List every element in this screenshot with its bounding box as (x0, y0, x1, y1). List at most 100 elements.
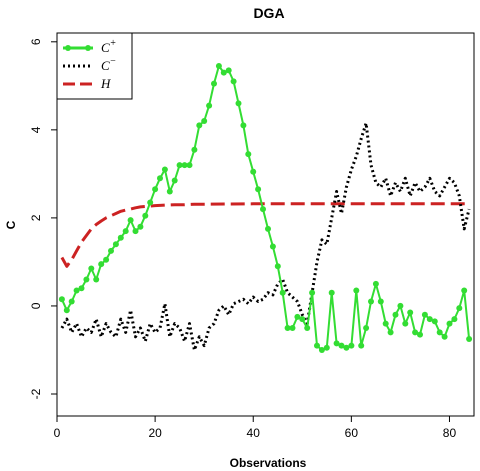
data-point (387, 329, 394, 336)
data-point (299, 316, 306, 323)
data-point (426, 316, 433, 323)
data-point (147, 199, 154, 206)
data-point (176, 162, 183, 169)
legend-box (56, 32, 133, 100)
y-tick-label: 0 (29, 302, 43, 309)
x-tick-label: 0 (54, 426, 61, 440)
data-point (289, 325, 296, 331)
data-point (88, 265, 95, 272)
data-point (108, 247, 114, 254)
data-point (407, 309, 414, 316)
data-point (304, 325, 311, 331)
data-point (112, 241, 119, 248)
data-point (166, 188, 173, 195)
data-point (343, 344, 350, 351)
data-point (83, 276, 90, 283)
plot-frame (56, 32, 475, 417)
data-point (211, 80, 217, 87)
data-point (98, 261, 105, 268)
series-layer (58, 63, 473, 353)
data-point (372, 280, 379, 287)
data-point (294, 313, 301, 320)
x-tick-label: 40 (247, 426, 261, 440)
y-tick-label: 4 (29, 126, 43, 133)
data-point (152, 186, 159, 193)
data-point (117, 234, 124, 241)
data-point (279, 289, 286, 296)
data-point (363, 325, 370, 331)
data-point (348, 342, 355, 349)
data-point (103, 256, 110, 263)
data-point (58, 296, 65, 303)
data-point (318, 347, 325, 353)
data-point (220, 69, 227, 76)
data-point (260, 206, 266, 213)
legend-marker (65, 45, 71, 51)
data-point (137, 223, 144, 230)
data-point (456, 305, 463, 312)
data-point (201, 118, 208, 124)
data-point (127, 217, 134, 224)
data-point (171, 177, 178, 184)
data-point (240, 122, 247, 129)
data-point (225, 67, 232, 74)
data-point (412, 329, 419, 336)
data-point (73, 287, 80, 294)
data-point (230, 78, 237, 85)
data-point (255, 186, 262, 193)
data-point (353, 287, 360, 294)
data-point (421, 311, 428, 318)
x-axis: 0 20 40 60 80 (54, 416, 457, 440)
x-tick-label: 60 (345, 426, 359, 440)
data-point (441, 333, 448, 340)
data-point (206, 102, 213, 109)
data-point (309, 289, 316, 296)
data-point (466, 336, 473, 342)
legend-label-1: C− (101, 56, 116, 73)
data-point (461, 287, 468, 294)
x-tick-label: 80 (443, 426, 457, 440)
data-point (446, 320, 453, 327)
data-point (284, 325, 291, 331)
data-point (157, 175, 163, 182)
data-point (181, 162, 188, 169)
data-point (250, 168, 257, 175)
chart-title: DGA (253, 5, 284, 21)
data-point (132, 228, 139, 235)
data-point (402, 320, 409, 327)
data-point (78, 285, 85, 292)
y-tick-label: 6 (29, 38, 43, 45)
x-tick-label: 20 (148, 426, 162, 440)
data-point (431, 318, 438, 325)
data-point (63, 307, 70, 314)
data-point (338, 342, 345, 349)
data-point (142, 212, 149, 219)
legend-label-0: C+ (101, 38, 116, 55)
data-point (328, 289, 335, 296)
legend-label-2: H (100, 76, 111, 91)
data-point (392, 311, 399, 318)
data-point (397, 302, 404, 309)
data-point (265, 225, 271, 232)
y-tick-label: 2 (29, 214, 43, 221)
data-point (451, 316, 458, 323)
data-point (186, 162, 193, 169)
series-line-1 (60, 121, 471, 352)
data-point (377, 298, 384, 305)
y-axis: -2 0 2 4 6 (29, 38, 57, 399)
data-point (68, 298, 75, 305)
data-point (191, 146, 198, 153)
data-point (235, 100, 242, 107)
data-point (417, 331, 423, 338)
data-point (436, 329, 443, 336)
data-point (196, 122, 203, 129)
data-point (274, 263, 281, 270)
y-axis-label: C (4, 220, 18, 229)
data-point (314, 342, 320, 349)
data-point (358, 342, 365, 349)
legend: C+C− H (56, 32, 133, 100)
x-axis-label: Observations (230, 456, 307, 470)
data-point (245, 151, 252, 158)
y-tick-label: -2 (29, 388, 43, 399)
